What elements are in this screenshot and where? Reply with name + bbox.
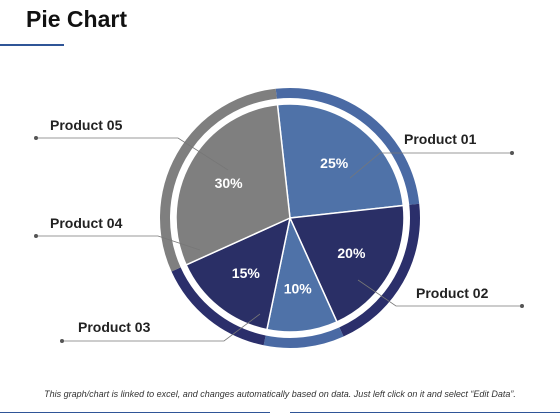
leader-line-product-03 — [62, 313, 261, 342]
slice-value-product-01: 25% — [320, 155, 349, 171]
slice-value-product-02: 20% — [337, 245, 366, 261]
leader-lines — [34, 136, 524, 343]
slice-value-product-03: 10% — [284, 280, 313, 296]
footer-rule-left — [0, 412, 270, 413]
category-label-product-02: Product 02 — [416, 285, 489, 301]
category-labels: Product 01 Product 02 Product 03 Product 04… — [50, 117, 489, 335]
leader-dot-product-01 — [510, 151, 514, 155]
slice-value-product-05: 30% — [215, 175, 244, 191]
pie-slice-product-04 — [185, 216, 292, 331]
leader-dot-product-02 — [520, 304, 524, 308]
leader-line-product-02 — [357, 279, 522, 307]
leader-dot-product-04 — [34, 234, 38, 238]
leader-dot-product-05 — [34, 136, 38, 140]
ring-segment-product-03 — [263, 327, 344, 348]
footer-rule-right — [290, 412, 560, 413]
leader-line-product-04 — [36, 235, 201, 251]
category-label-product-01: Product 01 — [404, 131, 477, 147]
title-underline — [0, 44, 64, 46]
footer-note: This graph/chart is linked to excel, and… — [44, 389, 516, 399]
ring-segment-product-01 — [275, 88, 420, 205]
leader-line-product-01 — [349, 152, 512, 179]
pie-slice-product-01 — [276, 103, 405, 219]
page-title: Pie Chart — [26, 6, 127, 32]
ring-segment-product-04 — [171, 267, 266, 346]
percent-labels: 25% 20% 10% 15% 30% — [215, 155, 366, 296]
leader-line-product-05 — [36, 137, 229, 171]
slice-value-product-04: 15% — [232, 265, 261, 281]
leader-dot-product-03 — [60, 339, 64, 343]
category-label-product-03: Product 03 — [78, 319, 151, 335]
ring-segment-product-02 — [339, 203, 420, 337]
ring-segment-product-05 — [160, 88, 277, 272]
outer-ring — [160, 88, 420, 348]
pie-slice-product-02 — [288, 204, 405, 323]
category-label-product-05: Product 05 — [50, 117, 123, 133]
pie-slice-product-05 — [175, 103, 291, 266]
category-label-product-04: Product 04 — [50, 215, 123, 231]
pie-slices — [175, 103, 405, 333]
